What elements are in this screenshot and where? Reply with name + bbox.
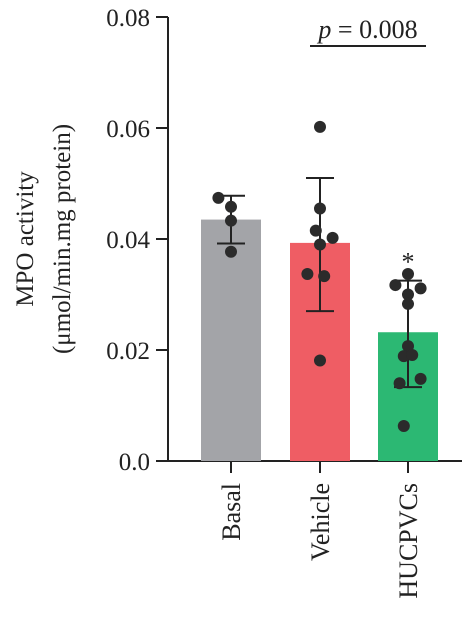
data-point (314, 202, 326, 215)
data-point (402, 288, 414, 301)
data-point (225, 214, 237, 227)
data-point (397, 420, 410, 433)
data-point (402, 297, 414, 310)
significance-bracket: p = 0.008 (310, 15, 426, 47)
y-tick-label: 0.02 (106, 338, 150, 365)
y-tick-label: 0.06 (106, 116, 150, 143)
y-axis: 0.0 0.02 0.04 0.06 0.08 (106, 5, 169, 476)
data-point (389, 279, 402, 292)
y-tick-label: 0.0 (119, 449, 150, 476)
significance-asterisk: * (402, 248, 415, 277)
data-points (212, 120, 427, 433)
data-point (402, 340, 414, 353)
data-point (314, 354, 326, 367)
p-value-letter: p (316, 15, 331, 44)
x-category-label: Basal (217, 483, 246, 541)
data-point (314, 120, 326, 133)
x-category-label: HUCPVCs (394, 483, 423, 599)
data-point (225, 245, 237, 258)
data-point (326, 231, 339, 244)
data-point (402, 267, 414, 280)
y-axis-label: MPO activity (μmol/min.mg protein) (12, 124, 76, 354)
data-point (414, 372, 427, 385)
data-point (414, 282, 427, 295)
y-tick-label: 0.08 (106, 5, 150, 32)
x-axis: Basal Vehicle HUCPVCs (168, 460, 462, 599)
data-point (393, 377, 406, 390)
data-point (301, 267, 314, 280)
bars (201, 219, 438, 461)
data-point (406, 348, 419, 361)
data-point (314, 238, 326, 251)
p-value-number: = 0.008 (331, 15, 417, 44)
x-category-label: Vehicle (306, 483, 335, 561)
data-point (318, 270, 331, 283)
p-value-label: p = 0.008 (316, 15, 417, 44)
y-axis-label-line2: (μmol/min.mg protein) (49, 124, 76, 354)
data-point (225, 200, 237, 213)
y-tick-label: 0.04 (106, 227, 150, 254)
y-axis-label-line1: MPO activity (12, 171, 39, 307)
data-point (309, 224, 322, 237)
data-point (212, 191, 225, 204)
bar-basal (201, 219, 261, 461)
